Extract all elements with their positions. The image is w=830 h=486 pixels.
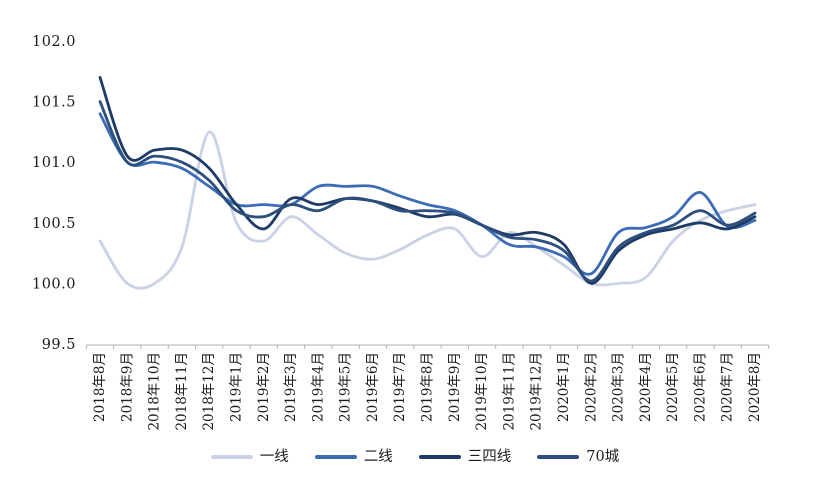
- x-axis-tick-label: 2019年5月: [338, 352, 354, 422]
- series-line-first-tier: [98, 130, 757, 290]
- x-axis-tick-label: 2019年4月: [310, 352, 326, 422]
- y-axis-tick-label: 100.0: [32, 276, 76, 292]
- series-line-third-fourth-tier: [98, 76, 757, 285]
- x-axis-tick-label: 2019年3月: [283, 352, 299, 422]
- legend-label-70-cities: 70城: [586, 449, 620, 465]
- x-axis-tick-label: 2019年1月: [228, 352, 244, 422]
- legend-swatch-second-tier: [314, 455, 357, 460]
- y-axis-tick-label: 102.0: [32, 34, 76, 50]
- x-axis-tick-label: 2020年2月: [583, 352, 599, 422]
- x-axis-tick-label: 2018年11月: [174, 352, 190, 431]
- x-axis-tick-label: 2019年6月: [365, 352, 381, 422]
- legend-swatch-third-fourth-tier: [418, 455, 461, 460]
- series-line-second-tier: [98, 112, 757, 276]
- legend-item-70-cities: 70城: [537, 450, 619, 465]
- y-axis-tick-label: 100.5: [32, 216, 76, 232]
- x-axis-tick-label: 2020年8月: [747, 352, 763, 422]
- legend-label-second-tier: 二线: [363, 449, 393, 465]
- y-axis-tick-label: 101.0: [32, 155, 76, 171]
- x-axis-tick-label: 2018年10月: [147, 352, 163, 431]
- y-axis-tick-label: 101.5: [32, 95, 76, 111]
- y-axis-tick-label: 99.5: [42, 337, 76, 353]
- x-axis-tick-label: 2020年3月: [611, 352, 627, 422]
- chart-legend: 一线 二线 三四线 70城: [0, 450, 830, 465]
- x-axis-tick-label: 2019年2月: [256, 352, 272, 422]
- legend-label-third-fourth-tier: 三四线: [467, 449, 512, 465]
- x-axis-tick-label: 2018年8月: [92, 352, 108, 422]
- legend-item-second-tier: 二线: [314, 449, 393, 465]
- x-axis-tick-label: 2020年5月: [665, 352, 681, 422]
- x-axis-tick-label: 2020年6月: [692, 352, 708, 422]
- legend-item-first-tier: 一线: [210, 449, 289, 465]
- legend-swatch-70-cities: [537, 455, 580, 460]
- legend-item-third-fourth-tier: 三四线: [418, 449, 512, 465]
- x-axis-tick-label: 2019年11月: [501, 352, 517, 431]
- legend-label-first-tier: 一线: [259, 449, 289, 465]
- series-line-70-cities: [98, 100, 757, 283]
- x-axis-tick-label: 2018年12月: [201, 352, 217, 431]
- x-axis-tick-label: 2019年12月: [529, 352, 545, 431]
- x-axis-tick-label: 2019年9月: [447, 352, 463, 422]
- x-axis-tick-label: 2019年8月: [420, 352, 436, 422]
- chart-canvas: 99.5 100.0 100.5 101.0 101.5 102.0 2018年8月 2018…: [32, 34, 770, 431]
- x-axis-tick-label: 2020年7月: [720, 352, 736, 422]
- x-axis-tick-label: 2019年10月: [474, 352, 490, 431]
- x-axis-tick-label: 2020年4月: [638, 352, 654, 422]
- x-axis-tick-label: 2019年7月: [392, 352, 408, 422]
- x-axis-tick-label: 2018年9月: [119, 352, 135, 422]
- legend-swatch-first-tier: [210, 455, 253, 460]
- x-axis-tick-label: 2020年1月: [556, 352, 572, 422]
